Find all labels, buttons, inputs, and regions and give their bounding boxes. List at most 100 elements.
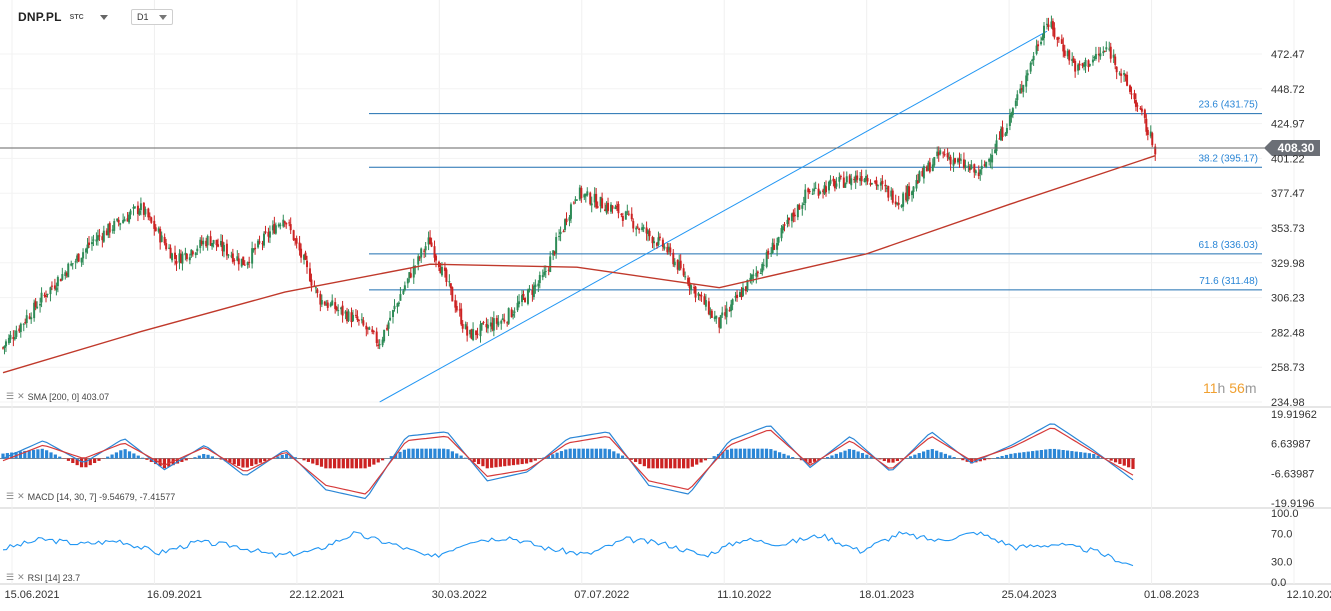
macd-histogram-bar xyxy=(1065,450,1070,459)
macd-histogram-bar xyxy=(18,451,23,459)
candle-body xyxy=(15,330,18,337)
candle-body xyxy=(632,221,635,229)
candle-body xyxy=(521,295,524,303)
candle-body xyxy=(378,344,381,346)
candle-body xyxy=(939,150,942,155)
macd-histogram-bar xyxy=(53,454,57,459)
symbol-dropdown-icon[interactable] xyxy=(99,14,108,20)
macd-histogram-bar xyxy=(367,458,372,467)
candle-body xyxy=(1154,146,1157,155)
candle-body xyxy=(756,271,759,274)
candle-body xyxy=(257,240,260,248)
candle-body xyxy=(1051,21,1054,30)
candle-body xyxy=(188,257,191,261)
y-tick-label: -19.9196 xyxy=(1271,498,1314,510)
timeframe-select[interactable]: D1 xyxy=(131,9,173,25)
macd-histogram-bar xyxy=(516,458,520,465)
trendline-segment[interactable] xyxy=(379,30,1048,403)
macd-histogram-bar xyxy=(503,458,507,467)
candle-body xyxy=(1068,50,1071,61)
candle-body xyxy=(147,208,150,218)
candle-body xyxy=(479,324,482,337)
candle-body xyxy=(76,255,79,261)
candle-body xyxy=(500,320,503,324)
candle-body xyxy=(7,337,10,344)
candle-body xyxy=(865,175,868,181)
candle-body xyxy=(1084,60,1087,67)
macd-histogram-bar xyxy=(834,453,838,459)
close-icon[interactable]: ✕ xyxy=(17,491,25,501)
macd-histogram-bar xyxy=(302,458,306,461)
macd-histogram-bar xyxy=(1000,455,1004,459)
candle-body xyxy=(630,213,633,220)
candle-body xyxy=(721,312,724,316)
candle-body xyxy=(282,219,285,227)
candle-body xyxy=(1022,84,1025,92)
candle-body xyxy=(1129,85,1132,92)
macd-histogram-bar xyxy=(952,457,956,459)
symbol-name[interactable]: DNP.PL xyxy=(18,10,62,24)
candle-body xyxy=(541,275,544,278)
candle-body xyxy=(1043,25,1046,39)
macd-histogram-bar xyxy=(511,458,516,466)
candle-body xyxy=(958,158,961,161)
candlestick-series[interactable] xyxy=(2,15,1157,355)
axes: 15.06.2021 16.09.2021 22.12.2021 30.03.2022… xyxy=(4,49,1331,601)
macd-histogram-bar xyxy=(577,448,581,459)
candle-body xyxy=(918,171,921,182)
macd-histogram-bar xyxy=(782,453,786,459)
candle-body xyxy=(983,164,986,167)
candle-body xyxy=(694,286,697,298)
candle-body xyxy=(254,247,257,250)
candle-body xyxy=(300,248,303,258)
candle-body xyxy=(2,347,4,349)
macd-histogram-bar xyxy=(686,458,690,469)
exchange-code: STC xyxy=(69,13,84,21)
candle-body xyxy=(881,180,884,185)
candle-body xyxy=(383,329,386,342)
candle-body xyxy=(532,285,535,298)
macd-histogram-bar xyxy=(1070,451,1074,459)
candle-body xyxy=(464,324,467,329)
candle-body xyxy=(817,188,820,196)
candle-body xyxy=(962,159,965,168)
candle-body xyxy=(242,256,245,265)
macd-histogram-bar xyxy=(1118,458,1122,464)
macd-histogram-bar xyxy=(450,451,454,459)
macd-histogram-bar xyxy=(31,449,36,459)
settings-icon[interactable]: ☰ xyxy=(6,572,15,582)
candle-body xyxy=(1133,93,1136,100)
candle-body xyxy=(1071,58,1074,61)
macd-histogram-bar xyxy=(472,458,476,462)
candle-body xyxy=(119,223,122,225)
candle-body xyxy=(897,202,900,205)
close-icon[interactable]: ✕ xyxy=(17,572,25,582)
candle-body xyxy=(819,191,822,194)
macd-histogram-bar xyxy=(660,458,664,469)
macd-histogram-bar xyxy=(245,458,249,468)
candle-body xyxy=(202,240,205,245)
trendline[interactable] xyxy=(379,30,1048,403)
macd-histogram-bar xyxy=(23,450,27,459)
macd-histogram-bar xyxy=(402,449,406,459)
candle-body xyxy=(1140,108,1143,112)
candle-body xyxy=(808,191,811,193)
sma-line xyxy=(2,155,1156,374)
candle-body xyxy=(595,193,598,208)
candle-body xyxy=(970,164,973,170)
candle-body xyxy=(190,249,193,256)
macd-histogram-bar xyxy=(341,458,345,469)
candle-body xyxy=(776,242,779,250)
close-icon[interactable]: ✕ xyxy=(17,391,25,401)
settings-icon[interactable]: ☰ xyxy=(6,391,15,401)
candle-body xyxy=(1143,109,1146,118)
candle-body xyxy=(964,165,967,168)
candle-body xyxy=(13,337,16,340)
settings-icon[interactable]: ☰ xyxy=(6,491,15,501)
candle-body xyxy=(148,216,151,218)
candle-body xyxy=(233,259,236,261)
macd-histogram-bar xyxy=(568,448,572,459)
candle-body xyxy=(833,180,836,189)
macd-histogram-bar xyxy=(267,458,271,460)
